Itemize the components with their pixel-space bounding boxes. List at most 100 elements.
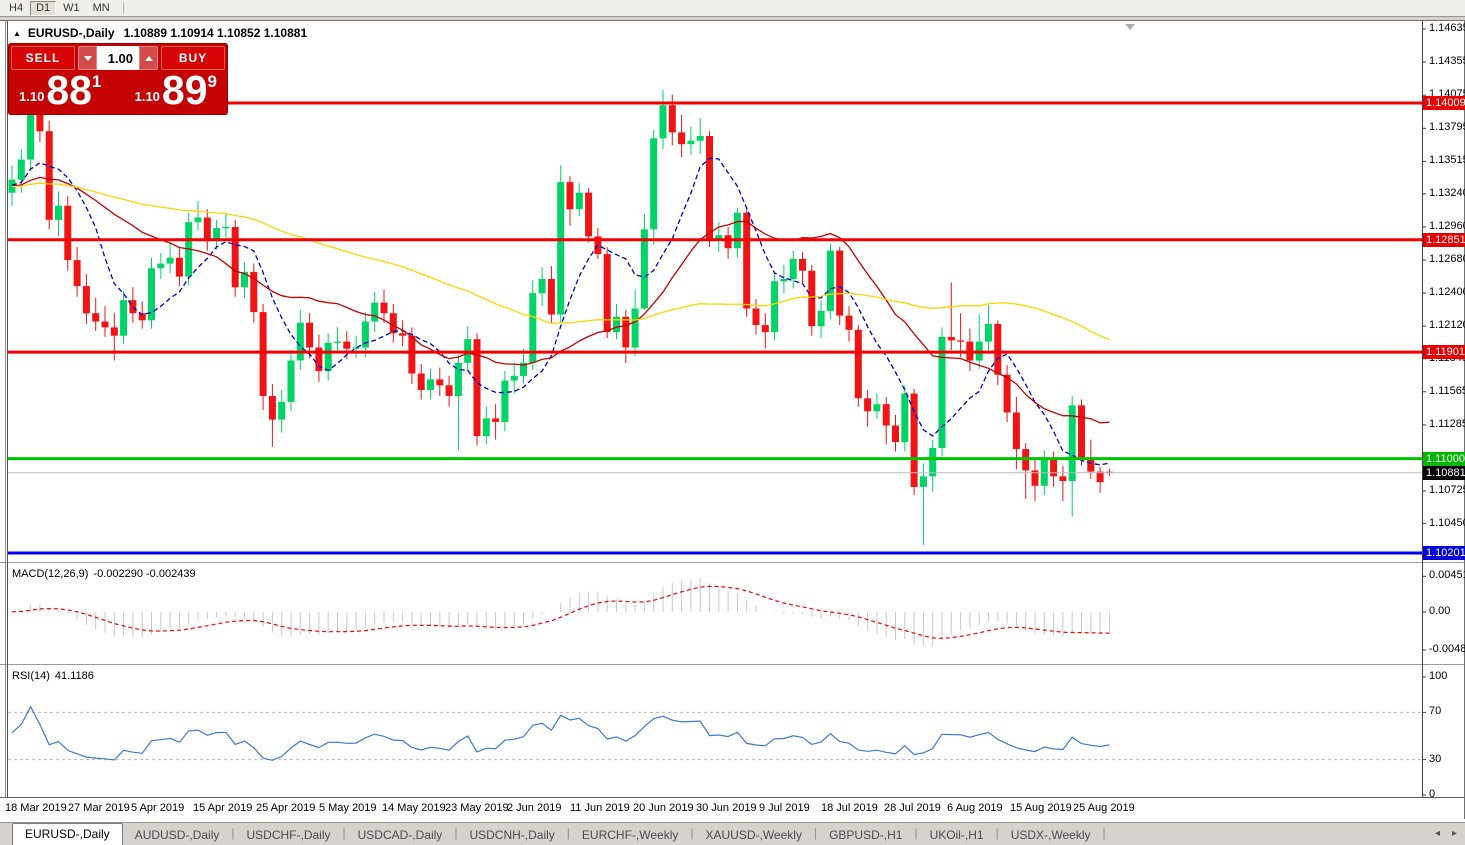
timeframe-button-w1[interactable]: W1 bbox=[57, 1, 86, 16]
tabs-scroll: ◂ ▸ bbox=[1435, 828, 1457, 839]
chart-tab-audusd-daily[interactable]: AUDUSD-,Daily bbox=[134, 828, 220, 842]
volume-stepper bbox=[78, 46, 158, 70]
price-tick: 1.12680 bbox=[1429, 253, 1465, 265]
price-badge: 1.14009 bbox=[1423, 96, 1465, 110]
candles-layer bbox=[8, 47, 1113, 545]
tab-separator: | bbox=[995, 826, 999, 840]
macd-tick: -0.004806 bbox=[1429, 643, 1465, 655]
sell-price-pip: 1 bbox=[91, 72, 102, 91]
chart-tabs-bar: EURUSD-,Daily AUDUSD-,Daily | USDCHF-,Daily… bbox=[0, 822, 1465, 845]
chart-tab-gbpusd-h1[interactable]: GBPUSD-,H1 bbox=[829, 828, 903, 842]
date-axis[interactable]: 18 Mar 2019 27 Mar 2019 5 Apr 2019 15 Apr 2… bbox=[0, 797, 1422, 822]
window-gap bbox=[0, 17, 1465, 20]
sell-price[interactable]: 1.10 88 1 bbox=[19, 67, 102, 113]
sell-price-prefix: 1.10 bbox=[19, 88, 45, 104]
date-label: 2 Jun 2019 bbox=[507, 802, 562, 814]
tab-separator: | bbox=[342, 826, 346, 840]
price-tick: 1.13240 bbox=[1429, 187, 1465, 199]
toolbar-separator bbox=[122, 2, 124, 14]
rsi-tick: 0 bbox=[1429, 788, 1436, 800]
price-tick: 1.13515 bbox=[1429, 154, 1465, 166]
ma-55-line bbox=[11, 182, 1110, 341]
date-label: 18 Mar 2019 bbox=[5, 802, 67, 814]
price-tick: 1.12400 bbox=[1429, 286, 1465, 298]
chart-tab-usdx-weekly[interactable]: USDX-,Weekly bbox=[1010, 828, 1091, 842]
price-tick: 1.14635 bbox=[1429, 22, 1465, 34]
macd-histogram bbox=[11, 578, 1110, 647]
date-label: 11 Jun 2019 bbox=[570, 802, 630, 814]
rsi-tick: 30 bbox=[1429, 753, 1442, 765]
date-label: 15 Aug 2019 bbox=[1010, 802, 1072, 814]
volume-input[interactable] bbox=[97, 46, 139, 70]
date-label: 15 Apr 2019 bbox=[193, 802, 253, 814]
chart-tab-ukoil-h1[interactable]: UKOil-,H1 bbox=[929, 828, 984, 842]
volume-decrease-button[interactable] bbox=[78, 46, 97, 70]
price-badge: 1.10881 bbox=[1423, 466, 1465, 480]
date-label: 20 Jun 2019 bbox=[633, 802, 694, 814]
buy-price-prefix: 1.10 bbox=[134, 88, 160, 104]
rsi-tick: 100 bbox=[1429, 670, 1448, 682]
buy-price[interactable]: 1.10 89 9 bbox=[134, 70, 221, 111]
timeframe-button-d1[interactable]: D1 bbox=[30, 0, 57, 16]
tab-separator: | bbox=[454, 826, 458, 840]
triangle-up-icon bbox=[144, 55, 153, 61]
tab-separator: | bbox=[690, 826, 694, 840]
date-label: 25 Apr 2019 bbox=[256, 802, 316, 814]
rsi-tick: 70 bbox=[1429, 705, 1442, 717]
ma-8-line bbox=[11, 157, 1110, 466]
timeframe-button-h4[interactable]: H4 bbox=[3, 1, 29, 16]
price-tick: 1.11565 bbox=[1429, 385, 1465, 397]
chart-tabs: EURUSD-,Daily AUDUSD-,Daily | USDCHF-,Daily… bbox=[12, 823, 1106, 845]
date-label: 25 Aug 2019 bbox=[1073, 802, 1135, 814]
chart-tab-usdchf-daily[interactable]: USDCHF-,Daily bbox=[246, 828, 331, 842]
triangle-down-icon bbox=[83, 55, 92, 61]
date-label: 27 Mar 2019 bbox=[68, 802, 130, 814]
date-label: 18 Jul 2019 bbox=[821, 802, 878, 814]
volume-increase-button[interactable] bbox=[139, 46, 158, 70]
price-tick: 1.12120 bbox=[1429, 319, 1465, 331]
price-tick: 1.11285 bbox=[1429, 418, 1465, 430]
buy-button[interactable]: BUY bbox=[161, 46, 225, 70]
macd-tick: 0.004517 bbox=[1429, 569, 1465, 581]
chart-shift-marker[interactable] bbox=[1125, 24, 1135, 30]
chart-window: ▲ EURUSD-,Daily 1.10889 1.10914 1.10852 … bbox=[0, 20, 1465, 822]
buy-price-pip: 9 bbox=[207, 72, 217, 91]
chart-tab-eurusd-daily[interactable]: EURUSD-,Daily bbox=[12, 823, 123, 845]
chart-tab-usdcnh-daily[interactable]: USDCNH-,Daily bbox=[469, 828, 555, 842]
panel-collapse-icon[interactable]: ▲ bbox=[13, 28, 21, 38]
price-tick: 1.12960 bbox=[1429, 220, 1465, 232]
macd-label: MACD(12,26,9) -0.002290 -0.002439 bbox=[12, 568, 196, 580]
chart-canvas bbox=[0, 20, 1465, 819]
tab-separator: | bbox=[231, 826, 235, 840]
date-label: 30 Jun 2019 bbox=[696, 802, 757, 814]
tabs-scroll-right-icon[interactable]: ▸ bbox=[1451, 828, 1457, 839]
price-tick: 1.14355 bbox=[1429, 55, 1465, 67]
timeframe-button-mn[interactable]: MN bbox=[87, 1, 116, 16]
tab-separator: | bbox=[566, 826, 570, 840]
chart-title: ▲ EURUSD-,Daily 1.10889 1.10914 1.10852 … bbox=[13, 26, 307, 40]
symbol-period-label: EURUSD-,Daily bbox=[27, 26, 115, 40]
price-badge: 1.12851 bbox=[1423, 233, 1465, 247]
tab-separator: | bbox=[914, 826, 918, 840]
macd-tick: 0.00 bbox=[1429, 605, 1451, 617]
date-label: 5 Apr 2019 bbox=[131, 802, 185, 814]
date-label: 23 May 2019 bbox=[445, 802, 509, 814]
price-tick: 1.10450 bbox=[1429, 517, 1465, 529]
tabs-scroll-left-icon[interactable]: ◂ bbox=[1434, 828, 1440, 839]
date-label: 14 May 2019 bbox=[382, 802, 446, 814]
price-badge: 1.11000 bbox=[1423, 452, 1465, 466]
rsi-line bbox=[11, 705, 1110, 761]
date-label: 6 Aug 2019 bbox=[947, 802, 1003, 814]
sell-price-big: 88 bbox=[46, 67, 92, 113]
date-label: 28 Jul 2019 bbox=[884, 802, 941, 814]
tab-separator: | bbox=[813, 826, 818, 840]
ohlc-values: 1.10889 1.10914 1.10852 1.10881 bbox=[123, 26, 308, 40]
price-tick: 1.10725 bbox=[1429, 484, 1465, 496]
chart-tab-usdcad-daily[interactable]: USDCAD-,Daily bbox=[357, 828, 443, 842]
macd-signal-line bbox=[11, 585, 1110, 639]
price-tick: 1.13795 bbox=[1429, 121, 1465, 133]
sell-button[interactable]: SELL bbox=[11, 46, 75, 70]
chart-tab-xauusd-weekly[interactable]: XAUUSD-,Weekly bbox=[705, 828, 802, 842]
chart-tab-eurchf-weekly[interactable]: EURCHF-,Weekly bbox=[581, 828, 679, 842]
